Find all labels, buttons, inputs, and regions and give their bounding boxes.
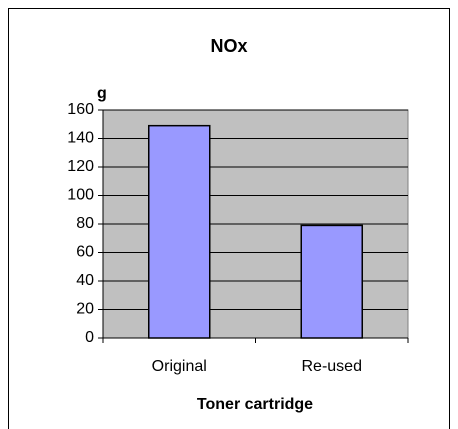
- y-tick-label: 120: [67, 158, 94, 175]
- y-tick-label: 60: [76, 244, 94, 261]
- chart-title: NOx: [210, 36, 247, 56]
- bar: [300, 224, 363, 339]
- y-tick-label: 140: [67, 130, 94, 147]
- x-tick-label: Re-used: [302, 358, 362, 375]
- x-axis-label: Toner cartridge: [197, 396, 313, 413]
- y-tick-label: 80: [76, 215, 94, 232]
- x-tick-label: Original: [152, 358, 207, 375]
- y-tick-label: 0: [85, 329, 94, 346]
- y-tick-label: 40: [76, 272, 94, 289]
- bar: [148, 124, 211, 339]
- chart-border: [8, 8, 450, 429]
- y-tick-label: 100: [67, 187, 94, 204]
- y-axis-label: g: [97, 85, 107, 102]
- y-tick-label: 160: [67, 101, 94, 118]
- y-tick-label: 20: [76, 301, 94, 318]
